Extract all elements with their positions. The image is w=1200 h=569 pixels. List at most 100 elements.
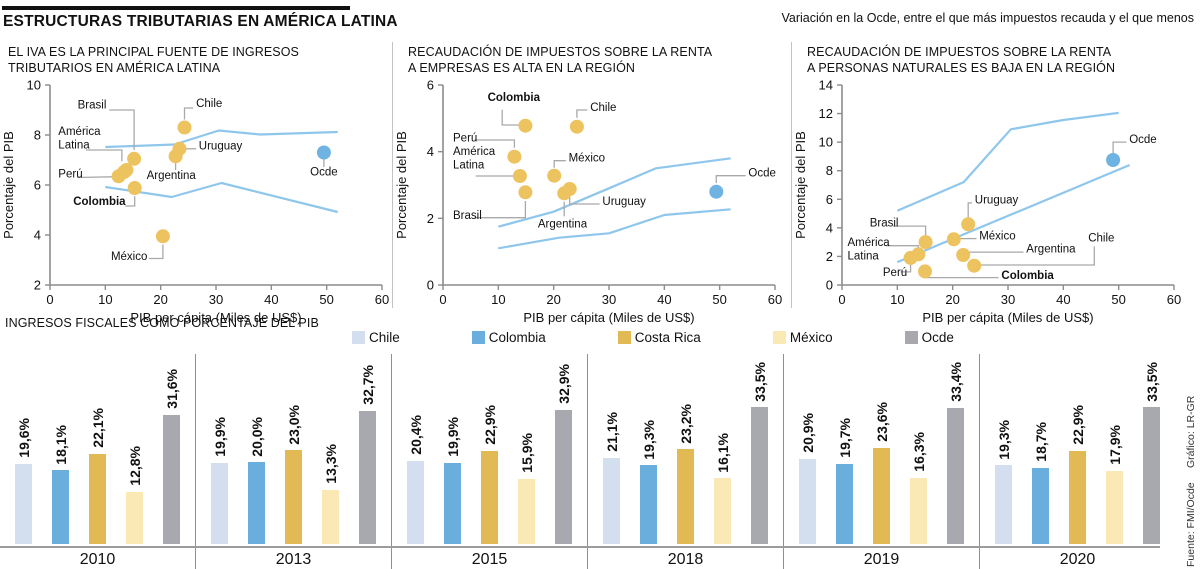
point-label: Colombia <box>1001 270 1054 282</box>
point-label: Argentina <box>147 169 197 181</box>
bar <box>1106 471 1123 544</box>
bar-value-label: 15,9% <box>518 433 535 474</box>
bar-value-label: 19,6% <box>15 418 32 458</box>
leader-line <box>885 244 920 249</box>
bar-value-label: 16,3% <box>910 431 927 472</box>
legend-label: Chile <box>369 330 400 345</box>
credit-text: Gráfico: LR-GR <box>1185 396 1197 469</box>
bar-group-2018: 21,1% 19,3% 23,2% 16,1% 33,5% 2018 <box>588 354 784 569</box>
point-label: América <box>848 237 891 249</box>
leader-line <box>501 109 520 126</box>
bar <box>873 447 890 544</box>
point-label: Latina <box>848 250 880 262</box>
bar-value-label: 21,1% <box>603 412 620 452</box>
point-label: Ocde <box>748 167 776 179</box>
year-label: 2019 <box>863 551 900 568</box>
svg-text:60: 60 <box>768 292 782 307</box>
point-m-xico <box>946 231 961 246</box>
bar-cell-chile-2013: 19,9% <box>208 417 232 544</box>
legend-swatch-icon <box>617 331 631 344</box>
leader-line <box>183 106 194 119</box>
svg-text:0: 0 <box>826 277 833 292</box>
bar <box>555 409 572 544</box>
scatter-chart-iva: 0 10 20 30 40 50 60 2 4 6 8 10 Brasil América Latina Pe… <box>0 77 392 334</box>
legend-swatch-icon <box>772 331 786 344</box>
bar-cell-colombia-2015: 19,9% <box>441 417 465 544</box>
svg-text:60: 60 <box>1167 292 1181 307</box>
bar-cell-colombia-2020: 18,7% <box>1029 422 1053 544</box>
scatter-row: EL IVA ES LA PRINCIPAL FUENTE DE INGRESO… <box>0 42 1200 325</box>
point-m-xico <box>155 228 170 243</box>
bar-cell-colombia-2019: 19,7% <box>833 418 857 544</box>
legend-label: Colombia <box>488 330 546 345</box>
bar-group-2010: 19,6% 18,1% 22,1% 12,8% 31,6% 2010 <box>0 354 196 569</box>
bar <box>836 463 853 544</box>
bar-value-label: 23,2% <box>677 403 694 444</box>
band-upper-line <box>498 156 731 228</box>
bar-cell-chile-2018: 21,1% <box>600 412 624 544</box>
point-label: Latina <box>453 159 485 171</box>
leader-line <box>967 201 972 219</box>
bar-value-label: 33,5% <box>751 361 768 402</box>
bar <box>1069 450 1086 544</box>
year-label: 2013 <box>275 551 312 568</box>
leader-line <box>474 138 516 148</box>
bar-value-label: 32,7% <box>359 364 376 405</box>
bar <box>248 462 265 544</box>
bar <box>211 462 228 544</box>
bar-value-label: 19,9% <box>444 417 461 457</box>
bar-cells: 20,4% 19,9% 22,9% 15,9% 32,9% <box>404 354 576 544</box>
legend-label: Costa Rica <box>634 330 701 345</box>
leader-line <box>900 262 912 273</box>
bar <box>799 458 816 544</box>
bar-group-2020: 19,3% 18,7% 22,9% 17,9% 33,5% 2020 <box>980 354 1175 569</box>
svg-text:10: 10 <box>98 292 112 307</box>
point-chile <box>177 120 192 134</box>
svg-text:8: 8 <box>34 127 41 142</box>
bar-cell-costa-rica-2019: 23,6% <box>870 402 894 544</box>
leader-line <box>715 174 746 183</box>
bar-section-title: INGRESOS FISCALES COMO PORCENTAJE DEL PI… <box>5 316 319 330</box>
bar-value-label: 20,0% <box>248 416 265 457</box>
year-label: 2020 <box>1059 551 1096 568</box>
bar-cells: 21,1% 19,3% 23,2% 16,1% 33,5% <box>600 354 772 544</box>
legend-label: Ocde <box>921 330 954 345</box>
leader-line <box>77 175 113 178</box>
footer-credit: Fuente: FMI/Ocde Gráfico: LR-GR <box>1185 396 1197 567</box>
point-per-b <box>117 164 132 179</box>
bar <box>407 460 424 544</box>
svg-text:40: 40 <box>657 292 671 307</box>
band-line-icon <box>747 17 775 20</box>
point-per- <box>507 149 522 164</box>
leader-line <box>1112 140 1127 154</box>
svg-text:6: 6 <box>826 191 833 206</box>
point-label: Ocde <box>310 166 338 178</box>
point-label: Argentina <box>538 218 588 230</box>
bar-cell-chile-2019: 20,9% <box>796 413 820 544</box>
bar-cells: 20,9% 19,7% 23,6% 16,3% 33,4% <box>796 354 968 544</box>
bar-value-label: 12,8% <box>126 446 143 486</box>
bar <box>163 415 180 544</box>
leader-line <box>149 244 164 259</box>
y-axis-label: Porcentaje del PIB <box>1 131 16 239</box>
legend-item-costa-rica: Costa Rica <box>617 330 701 345</box>
bar-value-label: 22,9% <box>481 404 498 445</box>
point-label: Colombia <box>488 92 541 104</box>
svg-text:50: 50 <box>319 292 333 307</box>
svg-text:8: 8 <box>826 163 833 178</box>
point-label: Perú <box>453 132 477 144</box>
svg-text:2: 2 <box>826 248 833 263</box>
point-ocde <box>709 184 724 199</box>
svg-text:10: 10 <box>27 79 41 93</box>
band-upper-line <box>105 128 338 148</box>
point-colombia <box>918 263 932 278</box>
legend-item-m-xico: México <box>772 330 833 345</box>
legend-label: México <box>789 330 833 345</box>
point-colombia <box>518 118 533 133</box>
bar-group-2015: 20,4% 19,9% 22,9% 15,9% 32,9% 2015 <box>392 354 588 569</box>
bar-cell-chile-2015: 20,4% <box>404 415 428 544</box>
svg-text:12: 12 <box>819 106 833 121</box>
svg-text:0: 0 <box>46 292 53 307</box>
bar <box>52 470 69 544</box>
bar-cell-colombia-2013: 20,0% <box>245 417 269 544</box>
